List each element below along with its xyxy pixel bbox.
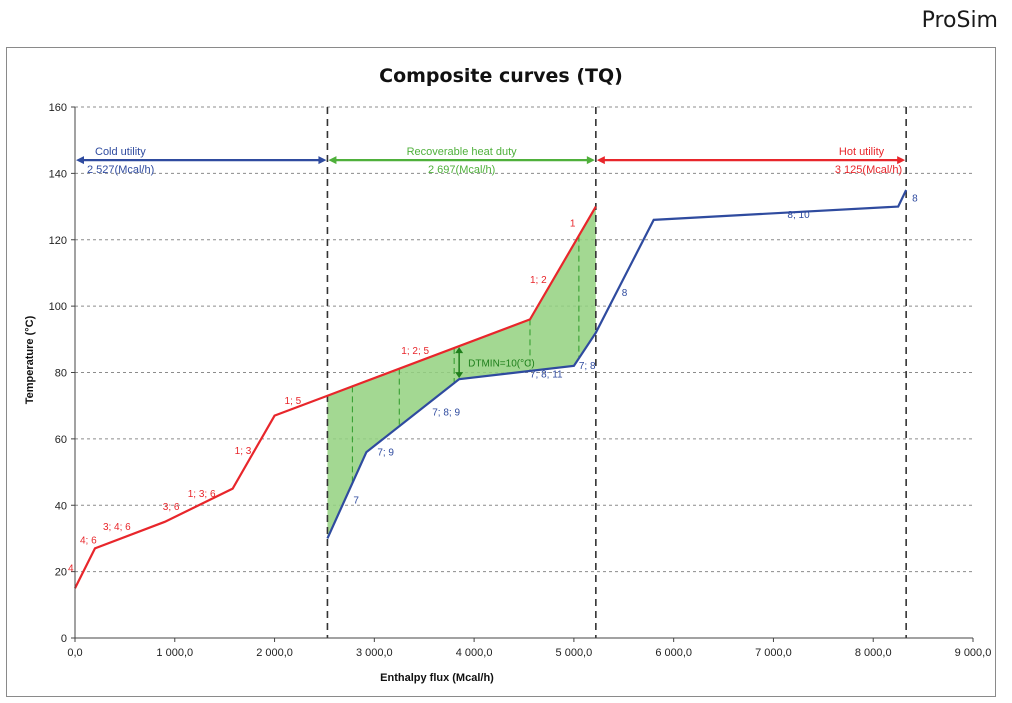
y-tick-label: 120 [49, 235, 67, 247]
point-label: 1; 2; 5 [401, 346, 429, 357]
brand-logo: ProSim [921, 8, 998, 33]
hot-utility-label: Hot utility [839, 146, 885, 158]
cold-composite-curve [326, 189, 908, 539]
recoverable-heat-value: 2 697(Mcal/h) [428, 164, 495, 176]
cold-utility-arrowhead-right [318, 156, 327, 165]
y-tick-label: 0 [61, 633, 67, 645]
point-label: 7; 8; 9 [432, 408, 460, 419]
recoverable-heat-arrowhead-right [586, 156, 595, 165]
dtmin-arrow-down [455, 372, 464, 379]
x-tick-label: 7 000,0 [755, 647, 792, 659]
x-tick-label: 2 000,0 [256, 647, 293, 659]
chart-title: Composite curves (TQ) [379, 65, 623, 87]
dtmin-arrow-up [455, 347, 464, 354]
point-label: 8 [622, 288, 628, 299]
hot-utility-arrowhead-right [897, 156, 906, 165]
axes: 0 20 40 60 80 100 120 140 160 0,0 1 000,0 2 000,0 3 … [49, 102, 992, 659]
x-tick-label: 0,0 [67, 647, 82, 659]
point-label: 7; 8; 11 [530, 369, 563, 380]
y-tick-label: 40 [55, 500, 67, 512]
recoverable-heat-label: Recoverable heat duty [407, 146, 518, 158]
x-tick-label: 9 000,0 [955, 647, 992, 659]
cold-utility-value: 2 527(Mcal/h) [87, 164, 154, 176]
x-tick-label: 8 000,0 [855, 647, 892, 659]
composite-curves-chart: Composite curves (TQ) DTMIN=10(°C) 02040… [24, 65, 992, 684]
point-label: 1; 2 [530, 275, 547, 286]
x-axis-label: Enthalpy flux (Mcal/h) [380, 672, 494, 684]
cold-utility-arrowhead-left [76, 156, 84, 165]
point-label: 3; 6 [163, 502, 180, 513]
recoverable-heat-arrowhead-left [328, 156, 337, 165]
curves-layer [74, 189, 908, 589]
x-tick-label: 4 000,0 [456, 647, 493, 659]
point-label: 8 [912, 194, 918, 205]
y-tick-label: 140 [49, 168, 67, 180]
point-label: 7; 9 [377, 447, 394, 458]
x-tick-label: 1 000,0 [156, 647, 193, 659]
point-label: 1; 3; 6 [188, 489, 216, 500]
hot-utility-arrowhead-left [596, 156, 605, 165]
dtmin-label: DTMIN=10(°C) [468, 359, 535, 370]
y-tick-label: 160 [49, 102, 67, 114]
point-label: 3; 4; 6 [103, 522, 131, 533]
y-axis-label: Temperature (°C) [24, 315, 36, 404]
point-label: 4; 6 [80, 535, 97, 546]
point-label: 1 [570, 218, 576, 229]
point-label: 8; 10 [787, 210, 810, 221]
point-label: 7 [353, 496, 359, 507]
point-labels: 4 4; 6 3; 4; 6 3; 6 1; 3; 6 1; 3 1; 5 1; 2; 5 1;… [68, 194, 918, 575]
utility-dividers [326, 107, 907, 638]
point-label: 1; 5 [285, 396, 302, 407]
chart-frame: Composite curves (TQ) DTMIN=10(°C) 0 20 40… [6, 47, 996, 697]
x-tick-label: 5 000,0 [556, 647, 593, 659]
point-label: 4 [68, 564, 74, 575]
heat-recovery-area: DTMIN=10(°C) [327, 206, 596, 539]
y-tick-label: 20 [55, 567, 67, 579]
cold-utility-label: Cold utility [95, 146, 146, 158]
y-tick-label: 100 [49, 301, 67, 313]
y-tick-label: 80 [55, 368, 67, 380]
y-tick-label: 60 [55, 434, 67, 446]
x-tick-label: 3 000,0 [356, 647, 393, 659]
point-label: 7; 8 [579, 361, 596, 372]
hot-utility-value: 3 125(Mcal/h) [835, 164, 902, 176]
hot-composite-curve [74, 206, 597, 589]
x-tick-label: 6 000,0 [655, 647, 692, 659]
region-annotations: Cold utility 2 527(Mcal/h) Recoverable hea… [76, 146, 906, 176]
point-label: 1; 3 [235, 446, 252, 457]
